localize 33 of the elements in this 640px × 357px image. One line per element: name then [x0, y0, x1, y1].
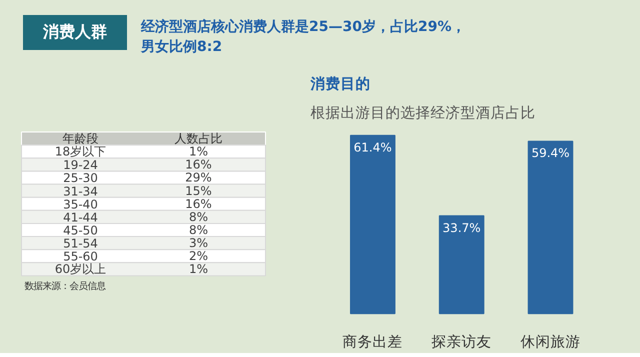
- text: 人数占比: [174, 132, 222, 146]
- text: 8%: [188, 210, 208, 224]
- category-label: 41-44: [63, 210, 98, 224]
- category-label: 19-24: [63, 158, 98, 172]
- chart-subtitle: 根据出游目的选择经济型酒店占比: [310, 104, 536, 122]
- text: 1%: [188, 144, 208, 159]
- category-label: 55-60: [63, 250, 98, 264]
- chart-title: 消费目的: [310, 76, 370, 92]
- x-tick-label: 探亲访友: [432, 334, 492, 350]
- text: 年龄段: [62, 132, 98, 146]
- x-tick-label: 休闲旅游: [520, 334, 580, 350]
- text: 1%: [188, 262, 208, 276]
- category-label: 18岁以下: [54, 144, 106, 159]
- category-label: 45-50: [63, 224, 98, 238]
- text: 16%: [185, 158, 212, 172]
- category-label: 51-54: [63, 236, 98, 251]
- data-label: 33.7%: [442, 220, 481, 235]
- text: 15%: [185, 184, 212, 198]
- text: 2%: [188, 249, 208, 264]
- text: 消费人群: [23, 15, 127, 50]
- category-label: 35-40: [63, 197, 98, 212]
- text: 经济型酒店核心消费人群是25—30岁，占比29%，男女比例8:2: [141, 18, 466, 57]
- source-note: 数据来源：会员信息: [24, 281, 106, 292]
- x-tick-label: 商务出差: [342, 334, 403, 350]
- text: 8%: [188, 223, 208, 237]
- data-label: 59.4%: [531, 146, 570, 160]
- text: 29%: [185, 170, 212, 185]
- text: 16%: [185, 196, 212, 211]
- category-label: 25-30: [63, 171, 98, 186]
- category-label: 60岁以上: [54, 262, 106, 276]
- data-label: 61.4%: [354, 140, 392, 154]
- text: 3%: [188, 236, 208, 250]
- category-label: 31-34: [63, 184, 98, 198]
